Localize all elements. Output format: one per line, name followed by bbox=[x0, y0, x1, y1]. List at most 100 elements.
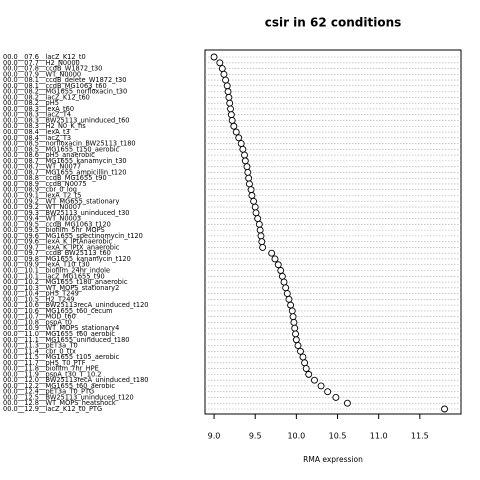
row-label: 00.0__10.4__pH5_T249 bbox=[3, 290, 79, 298]
row-label: 00.0__10.1__lacZ_MG1655_t90 bbox=[3, 272, 105, 280]
dot bbox=[222, 76, 230, 84]
dot bbox=[254, 215, 262, 223]
row-label: 00.0__08.1__ccdB_delete_W1872_t30 bbox=[3, 76, 126, 84]
row-label: 00.0__10.2__MG1655_t180_anaerobic bbox=[3, 278, 128, 286]
dot bbox=[255, 220, 263, 228]
dot bbox=[237, 140, 245, 148]
dot bbox=[223, 82, 231, 90]
row-label: 00.0__11.8__biofilm_7hr_HPE bbox=[3, 365, 99, 373]
x-axis-label: RMA expression bbox=[303, 455, 363, 464]
row-label: 00.0__11.9__pspA_t30_T_10.2 bbox=[3, 370, 101, 378]
dot bbox=[244, 168, 252, 176]
row-label: 00.0__07.7__H2_N0000 bbox=[3, 59, 80, 67]
dot bbox=[216, 59, 224, 67]
row-label: 00.0__09.2__WT_MG655_stationary bbox=[3, 197, 120, 205]
dot bbox=[305, 370, 313, 378]
dot bbox=[245, 174, 253, 182]
row-label: 00.0__08.6__pH5_anaerobic bbox=[3, 151, 95, 159]
row-label: 00.0__11.4__cbr_0_ttx bbox=[3, 347, 76, 355]
dot bbox=[285, 295, 293, 303]
row-label: 00.0__08.4__lacZ_T3 bbox=[3, 134, 71, 142]
row-label: 00.0__09.6__MG1655_spectinomycin_t120 bbox=[3, 232, 143, 240]
row-label: 00.0__09.9__lexA_T10_t30 bbox=[3, 261, 90, 269]
dot bbox=[280, 278, 288, 286]
row-label: 00.0__10.6__MG1655_t60_cecum bbox=[3, 307, 113, 315]
dot bbox=[227, 105, 234, 113]
dot bbox=[235, 134, 243, 142]
dot bbox=[290, 318, 298, 326]
dot bbox=[248, 192, 256, 199]
dot bbox=[224, 88, 232, 96]
row-label: 00.0__11.7__pH5_T0_PTF bbox=[3, 359, 86, 367]
row-label: 00.0__08.9__cbr_0_log bbox=[3, 186, 77, 194]
dot bbox=[227, 111, 235, 119]
x-tick-label: 11.0 bbox=[370, 432, 388, 441]
row-label: 00.0__12.8__WT_MOPS_heatshock bbox=[3, 399, 116, 407]
row-label: 00.0__10.7__MOD_t60 bbox=[3, 313, 76, 321]
dot bbox=[317, 382, 325, 390]
row-label: 00.0__08.7__MG1655_ampicillin_t120 bbox=[3, 168, 127, 176]
dot bbox=[210, 53, 218, 61]
dot bbox=[232, 128, 240, 136]
dot bbox=[243, 163, 251, 171]
dot bbox=[301, 359, 309, 367]
row-label: 00.0__07.8__ccdB_W1872_t30 bbox=[3, 65, 102, 73]
row-label: 00.0__12.0__BW25113recA_uninduced_t180 bbox=[3, 376, 148, 384]
row-label: 00.0__11.3__pET3a_T0 bbox=[3, 342, 78, 350]
row-label: 00.0__08.3__lacZ_T4 bbox=[3, 111, 71, 119]
dot bbox=[324, 388, 332, 396]
row-label: 00.0__07.9__WT_N0000 bbox=[3, 70, 81, 78]
dot bbox=[282, 284, 290, 292]
x-tick-label: 9.0 bbox=[208, 432, 221, 441]
dot bbox=[291, 324, 299, 332]
dot bbox=[297, 347, 304, 355]
dot bbox=[278, 272, 286, 280]
x-tick-label: 10.0 bbox=[287, 432, 305, 441]
dot bbox=[258, 238, 266, 246]
dot bbox=[256, 226, 264, 234]
dot bbox=[230, 122, 238, 130]
row-label: 00.0__09.5__ccdB_MG1063_t120 bbox=[3, 220, 111, 228]
dot bbox=[218, 65, 226, 72]
dot bbox=[292, 330, 299, 338]
row-label: 00.0__10.5__H2_T249 bbox=[3, 295, 75, 303]
dot bbox=[250, 197, 258, 205]
dot bbox=[441, 405, 448, 413]
dot bbox=[226, 99, 234, 107]
dot bbox=[283, 290, 291, 298]
row-label: 00.0__08.2__MG1655_norfloxacin_t30 bbox=[3, 88, 127, 96]
row-label: 00.0__08.7__WT_N0077 bbox=[3, 163, 81, 171]
dot bbox=[302, 365, 310, 373]
row-label: 00.0__12.9__lacZ_K12_t0_PTG bbox=[3, 405, 102, 413]
row-label: 00.0__10.8__pspA_t0 bbox=[3, 318, 72, 326]
row-label: 00.0__09.7__lexA_K_lPtX_anaerobic bbox=[3, 243, 120, 251]
dot bbox=[257, 232, 265, 240]
row-label: 00.0__08.5__MG1655_t150_aerobic bbox=[3, 145, 120, 153]
dot bbox=[343, 399, 351, 407]
row-label: 00.0__08.7__MG1655_kanamycin_t30 bbox=[3, 157, 127, 165]
row-label: 00.0__11.5__MG1655_t105_aerobic bbox=[3, 353, 120, 361]
dot bbox=[287, 301, 295, 309]
dot bbox=[311, 376, 318, 384]
row-label: 00.0__09.6__lexA_K_lPtAnaerobic bbox=[3, 238, 112, 246]
row-label: 00.0__11.0__MG1655_t60_aerobic bbox=[3, 330, 115, 338]
dot bbox=[259, 243, 267, 251]
dot bbox=[241, 151, 248, 159]
row-label: 00.0__10.1__biofilm_24hr_indole bbox=[3, 267, 110, 275]
dot bbox=[274, 261, 282, 269]
dot bbox=[268, 249, 276, 257]
dot bbox=[289, 313, 297, 321]
row-label: 00.0__12.4__pET3a_T0_PTG bbox=[3, 388, 94, 396]
x-tick-label: 11.5 bbox=[411, 432, 429, 441]
row-label: 00.0__08.8__ccdB_MG1655_t90 bbox=[3, 174, 107, 182]
dot bbox=[239, 145, 247, 153]
x-tick-label: 10.5 bbox=[329, 432, 347, 441]
row-label: 00.0__09.8__MG1655_kanamycin_t120 bbox=[3, 255, 131, 263]
row-label: 00.0__08.5__norfloxacin_BW25113_t180 bbox=[3, 140, 136, 148]
dot bbox=[288, 307, 296, 315]
row-label: 00.0__08.4__lexA_t3 bbox=[3, 128, 70, 136]
row-label: 00.0__08.1__ccdB_MG1063_t60 bbox=[3, 82, 107, 90]
row-label: 00.0__11.1__MG1655_uninduced_t180 bbox=[3, 336, 130, 344]
